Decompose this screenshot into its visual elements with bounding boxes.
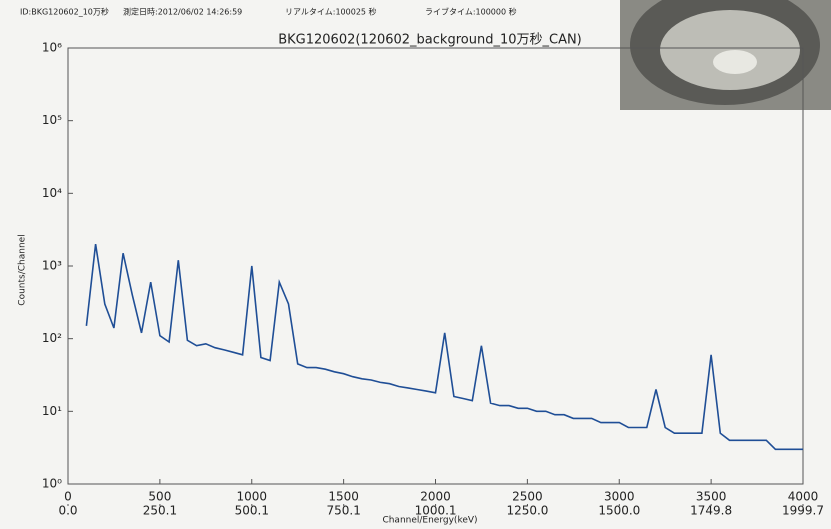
x2-tick-label: 1749.8 [690, 504, 732, 518]
x-tick-label: 1000 [236, 490, 267, 504]
x-tick-label: 0 [64, 490, 72, 504]
y-tick-label: 10⁰ [42, 477, 62, 491]
header-id: ID:BKG120602_10万秒 [20, 7, 109, 17]
x-axis-label: Channel/Energy(keV) [382, 516, 477, 526]
x-tick-label: 3500 [696, 490, 727, 504]
y-tick-label: 10⁵ [42, 113, 62, 127]
photo [620, 0, 831, 110]
x2-tick-label: 1999.7 [782, 504, 824, 518]
y-tick-label: 10¹ [42, 404, 62, 418]
x-tick-label: 4000 [788, 490, 819, 504]
y-axis-label: Counts/Channel [18, 234, 28, 305]
x2-tick-label: 500.1 [235, 504, 269, 518]
x2-tick-label: 1000.1 [415, 504, 457, 518]
spectrum-line [85, 243, 803, 451]
x-tick-label: 500 [148, 490, 171, 504]
y-tick-label: 10² [42, 331, 62, 345]
x-tick-label: 2000 [420, 490, 451, 504]
header-date: 測定日時:2012/06/02 14:26:59 [123, 7, 242, 17]
x2-tick-label: 750.1 [327, 504, 361, 518]
y-tick-label: 10⁴ [42, 186, 62, 200]
y-tick-label: 10⁶ [42, 41, 62, 55]
x2-tick-label: 1500.0 [598, 504, 640, 518]
x-tick-label: 3000 [604, 490, 635, 504]
x2-tick-label: 250.1 [143, 504, 177, 518]
header-real-time: リアルタイム:100025 秒 [285, 7, 377, 17]
x-tick-label: 2500 [512, 490, 543, 504]
x-tick-label: 1500 [328, 490, 359, 504]
chart-title: BKG120602(120602_background_10万秒_CAN) [278, 33, 582, 48]
header-live-time: ライブタイム:100000 秒 [425, 7, 517, 17]
x2-tick-label: 0.0 [58, 504, 77, 518]
y-tick-label: 10³ [42, 259, 62, 273]
x2-tick-label: 1250.0 [506, 504, 548, 518]
